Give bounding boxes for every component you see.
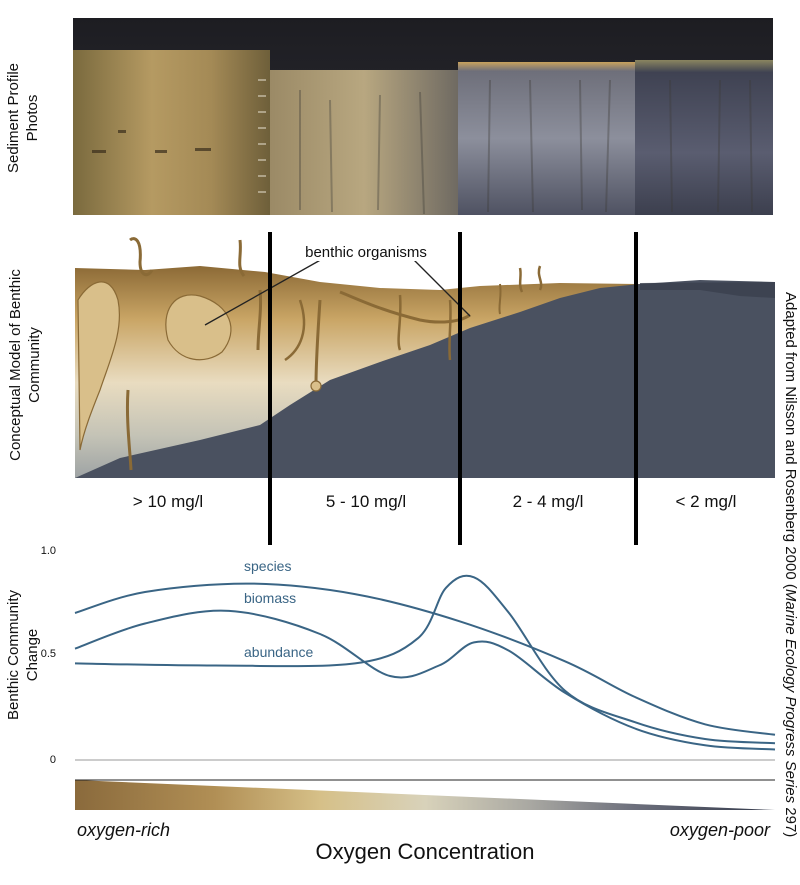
burrow-mass-left — [77, 281, 120, 451]
organism-tube-1 — [129, 237, 154, 277]
anoxic-surface-layer — [640, 282, 775, 298]
photo-burrows — [92, 130, 211, 153]
series-label-abundance: abundance — [244, 644, 314, 660]
oxygen-wedge-mask — [75, 780, 775, 810]
photo-4 — [635, 60, 773, 215]
ytick-label-3: 0 — [50, 754, 56, 766]
photo-3 — [458, 62, 635, 215]
benthic-organisms — [77, 237, 543, 471]
oxygen-rich-label: oxygen-rich — [77, 820, 170, 840]
sediment-photos — [73, 18, 773, 215]
organisms-pointer-left — [204, 257, 325, 326]
conceptual-model-label-line1: Conceptual Model of Benthic — [7, 269, 24, 461]
burrow-chamber — [165, 294, 232, 361]
credit-plain: Adapted from Nilsson and Rosenberg 2000 … — [782, 292, 799, 589]
series-label-biomass: biomass — [244, 590, 296, 606]
burrow-end-1 — [310, 380, 322, 392]
burrow-shaft-4 — [397, 294, 402, 351]
conceptual-model-label-line2: Community — [26, 327, 43, 403]
burrow-shaft-2 — [314, 299, 322, 386]
series-line-species — [74, 582, 776, 736]
burrow-shaft-5 — [448, 299, 452, 361]
credit-end: 297) — [782, 803, 799, 837]
organism-tube-2 — [238, 239, 246, 277]
burrow-shaft-1 — [125, 389, 133, 471]
oxygen-poor-label: oxygen-poor — [670, 820, 771, 840]
photo-2 — [270, 70, 458, 215]
credit-italic: Marine Ecology Progress Series — [782, 589, 799, 804]
chart-ylabel-line2: Change — [24, 629, 41, 682]
ytick-label-2: 0.5 — [41, 648, 56, 660]
zone-dividers — [268, 232, 638, 545]
community-change-chart: 1.0 0.5 0 species biomass abundance — [41, 545, 776, 766]
series-line-abundance — [74, 574, 776, 745]
burrow-tunnel-2 — [284, 299, 306, 362]
credit-text: Adapted from Nilsson and Rosenberg 2000 … — [782, 292, 799, 837]
zone-label-2: 5 - 10 mg/l — [326, 492, 406, 511]
zone-label-1: > 10 mg/l — [133, 492, 203, 511]
burrow-shaft-6 — [498, 283, 502, 315]
chart-ylabel-line1: Benthic Community — [5, 589, 22, 720]
oxygen-axis-label: Oxygen Concentration — [316, 839, 535, 864]
photo-1 — [73, 50, 270, 215]
series-label-species: species — [244, 558, 291, 574]
conceptual-model: benthic organisms — [75, 237, 775, 478]
zone-labels: > 10 mg/l 5 - 10 mg/l 2 - 4 mg/l < 2 mg/… — [133, 492, 737, 511]
ytick-label-1: 1.0 — [41, 545, 56, 557]
burrow-tunnel-1 — [339, 290, 471, 324]
sediment-profile-label-line2: Photos — [24, 95, 41, 142]
zone-label-3: 2 - 4 mg/l — [513, 492, 584, 511]
anoxic-sediment — [75, 280, 775, 478]
burrow-shaft-3 — [256, 289, 263, 351]
benthic-organisms-label: benthic organisms — [305, 244, 427, 261]
photo-scale-ticks — [258, 79, 266, 193]
organism-tube-3 — [518, 267, 524, 293]
sediment-profile-label-line1: Sediment Profile — [5, 63, 22, 173]
photo-texture — [299, 79, 753, 215]
benthic-organisms-label-bg — [285, 241, 445, 261]
zone-label-4: < 2 mg/l — [676, 492, 737, 511]
organism-tube-4 — [537, 265, 543, 291]
series-line-biomass — [74, 609, 776, 751]
